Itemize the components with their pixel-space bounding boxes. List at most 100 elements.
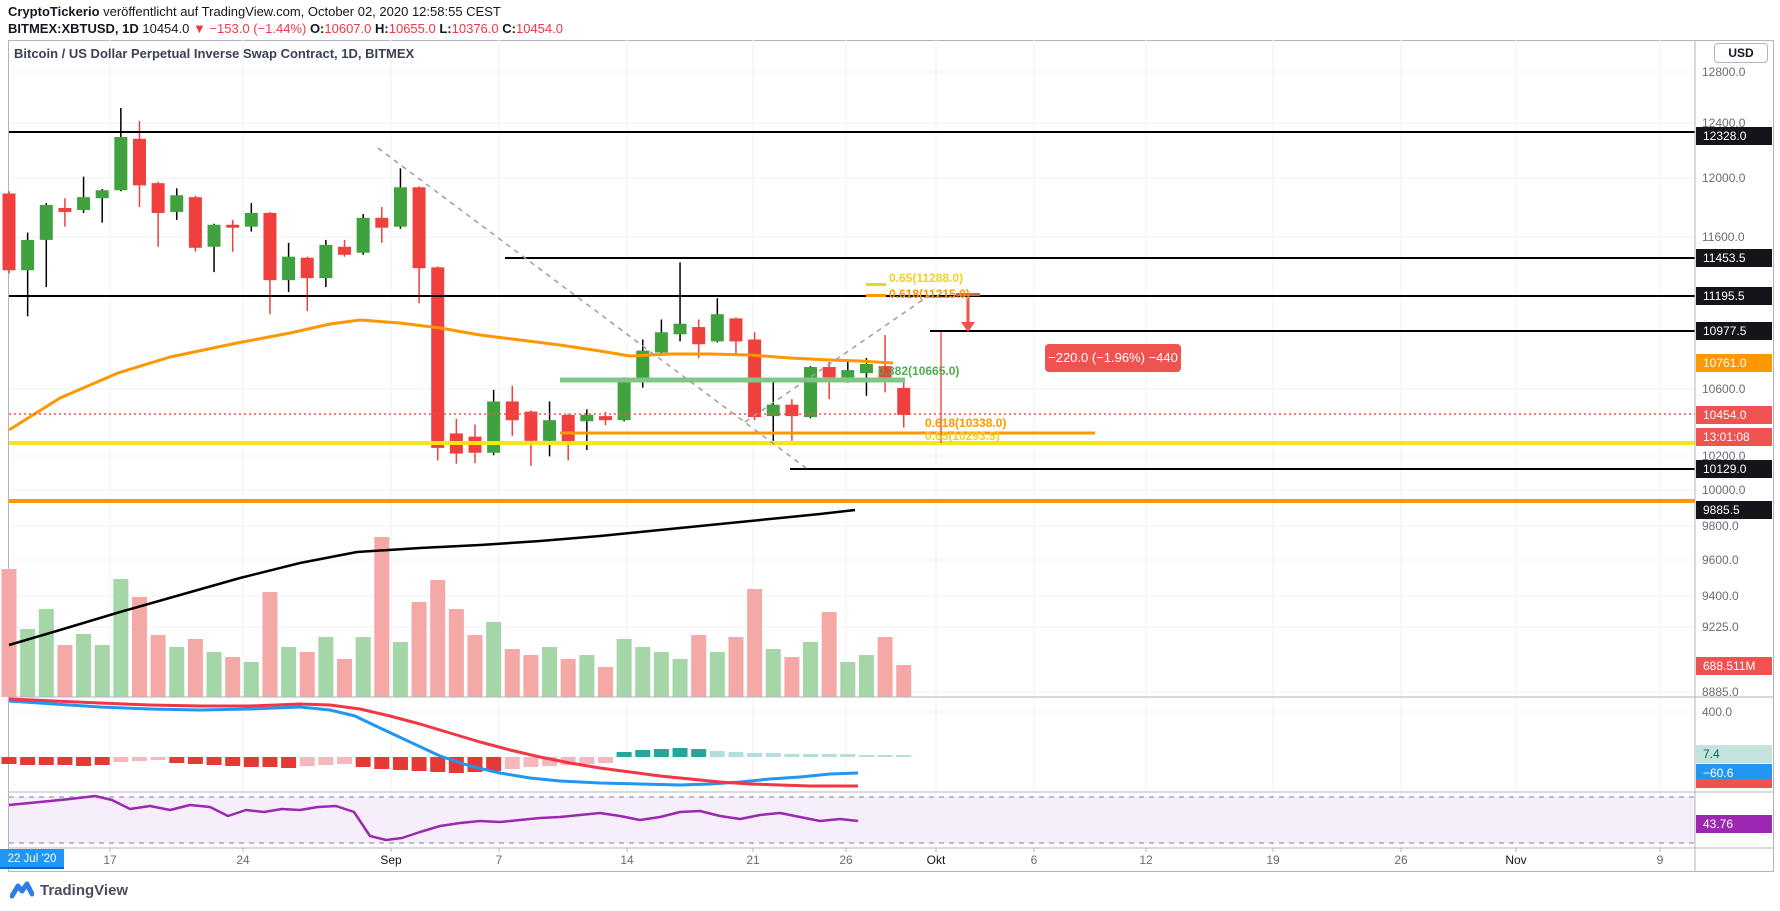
fib-label-0618-low[interactable]: 0.618(10338.0) — [925, 416, 1007, 430]
volume-bar — [113, 579, 129, 697]
macd-hist-bar — [411, 757, 427, 771]
macd-hist-bar — [392, 757, 408, 770]
price-grid-label: 11600.0 — [1702, 230, 1745, 244]
price-grid-label: 10600.0 — [1702, 382, 1746, 396]
dashed-trendline — [744, 294, 931, 423]
open-label: O: — [309, 21, 325, 36]
volume-bar — [579, 655, 595, 697]
volume-bar — [206, 652, 222, 697]
time-axis-label: 7 — [495, 853, 503, 867]
candle-body — [692, 327, 706, 345]
chart-title: Bitcoin / US Dollar Perpetual Inverse Sw… — [14, 46, 415, 61]
time-axis-label: 26 — [1394, 853, 1408, 867]
volume-bar — [672, 659, 688, 697]
currency-usd-button[interactable]: USD — [1714, 43, 1768, 63]
volume-bar — [858, 655, 874, 697]
candle-body — [188, 197, 202, 248]
publish-header: CryptoTickerio veröffentlicht auf Tradin… — [8, 4, 501, 19]
volume-bar — [169, 647, 185, 697]
candle-body — [375, 217, 389, 228]
candle-body — [878, 366, 892, 378]
volume-bar — [57, 645, 73, 697]
volume-bar — [709, 652, 725, 697]
volume-bar — [243, 662, 259, 697]
volume-bar — [131, 597, 147, 697]
volume-bar — [635, 647, 651, 697]
fib-label-0382-mid[interactable]: 0.382(10665.0) — [878, 364, 960, 378]
volume-bar — [430, 580, 446, 697]
volume-bar — [691, 635, 707, 697]
macd-hist-bar — [840, 754, 856, 757]
volume-bar — [821, 612, 837, 697]
time-axis-label: Okt — [926, 853, 946, 867]
volume-bar — [392, 642, 408, 697]
candle-body — [77, 197, 91, 211]
macd-hist-bar — [765, 753, 781, 757]
candle-body — [729, 318, 743, 342]
candle-body — [505, 401, 519, 421]
macd-hist-bar — [616, 752, 632, 757]
macd-hist-bar — [728, 752, 744, 757]
candle-body — [524, 411, 538, 441]
close-label: C: — [502, 21, 516, 36]
fib-label-065-high[interactable]: 0.65(11288.0) — [889, 271, 964, 285]
macd-hist-bar — [504, 757, 520, 769]
symbol-header: BITMEX:XBTUSD, 1D 10454.0 ▼ −153.0 (−1.4… — [8, 21, 563, 36]
fib-seg-orange — [866, 294, 886, 297]
ma-black-line — [8, 508, 856, 647]
macd-hist-bar — [225, 757, 241, 766]
first-bar-date-tag: 22 Jul '20 — [0, 849, 64, 869]
price-change: ▼ −153.0 (−1.44%) — [192, 21, 307, 36]
price-tag: 10454.0 — [1696, 406, 1772, 424]
candle-body — [841, 370, 855, 378]
candle-body — [21, 239, 35, 271]
price-tag: 13:01:08 — [1696, 428, 1772, 446]
price-tag: 11195.5 — [1696, 287, 1772, 305]
volume-bar — [616, 639, 632, 697]
symbol-label: BITMEX:XBTUSD, 1D — [8, 21, 139, 36]
macd-hist-bar — [672, 748, 688, 757]
price-tag: −60.6 — [1696, 764, 1772, 782]
candle-body — [244, 212, 258, 227]
price-tag — [1696, 779, 1772, 788]
volume-bar — [765, 649, 781, 697]
time-axis-label: 9 — [1656, 853, 1664, 867]
macd-hist-bar — [579, 757, 595, 764]
volume-bar — [20, 629, 36, 697]
price-tag: 10977.5 — [1696, 322, 1772, 340]
price-grid-label: 12800.0 — [1702, 65, 1746, 79]
macd-hist-bar — [542, 757, 558, 766]
ma-orange-line — [8, 318, 894, 432]
candle-body — [132, 138, 146, 186]
volume-bar — [486, 622, 502, 697]
price-tag: 7.4 — [1696, 745, 1772, 763]
volume-bar — [150, 635, 166, 697]
low-label: L: — [439, 21, 452, 36]
volume-bar — [784, 657, 800, 697]
candle-body — [393, 187, 407, 227]
volume-bar — [337, 659, 353, 697]
volume-bar — [728, 637, 744, 697]
price-grid-label: 10200.0 — [1702, 449, 1746, 463]
volume-bar — [840, 662, 856, 697]
candle-body — [561, 415, 575, 443]
measure-move-label[interactable]: −220.0 (−1.96%) −440 — [1045, 344, 1181, 372]
time-axis-label: 26 — [839, 853, 853, 867]
macd-hist-bar — [94, 757, 110, 765]
candle-body — [338, 246, 352, 255]
time-axis-label: Sep — [380, 853, 402, 867]
candle-body — [766, 404, 780, 417]
price-tag: 11453.5 — [1696, 249, 1772, 267]
fib-label-0618-high[interactable]: 0.618(11215.0) — [889, 287, 970, 301]
fib-label-065-low[interactable]: 0.65(10293.5) — [925, 429, 1000, 443]
volume-bar — [877, 637, 893, 697]
time-axis-label: 24 — [236, 853, 250, 867]
tradingview-footer[interactable]: TradingView — [10, 877, 128, 903]
macd-hist-bar — [20, 757, 36, 765]
candle-body — [170, 195, 184, 212]
macd-hist-bar — [896, 755, 912, 757]
price-grid-label: 9800.0 — [1702, 519, 1739, 533]
volume-bar — [542, 647, 558, 697]
price-grid-label: 10000.0 — [1702, 483, 1746, 497]
